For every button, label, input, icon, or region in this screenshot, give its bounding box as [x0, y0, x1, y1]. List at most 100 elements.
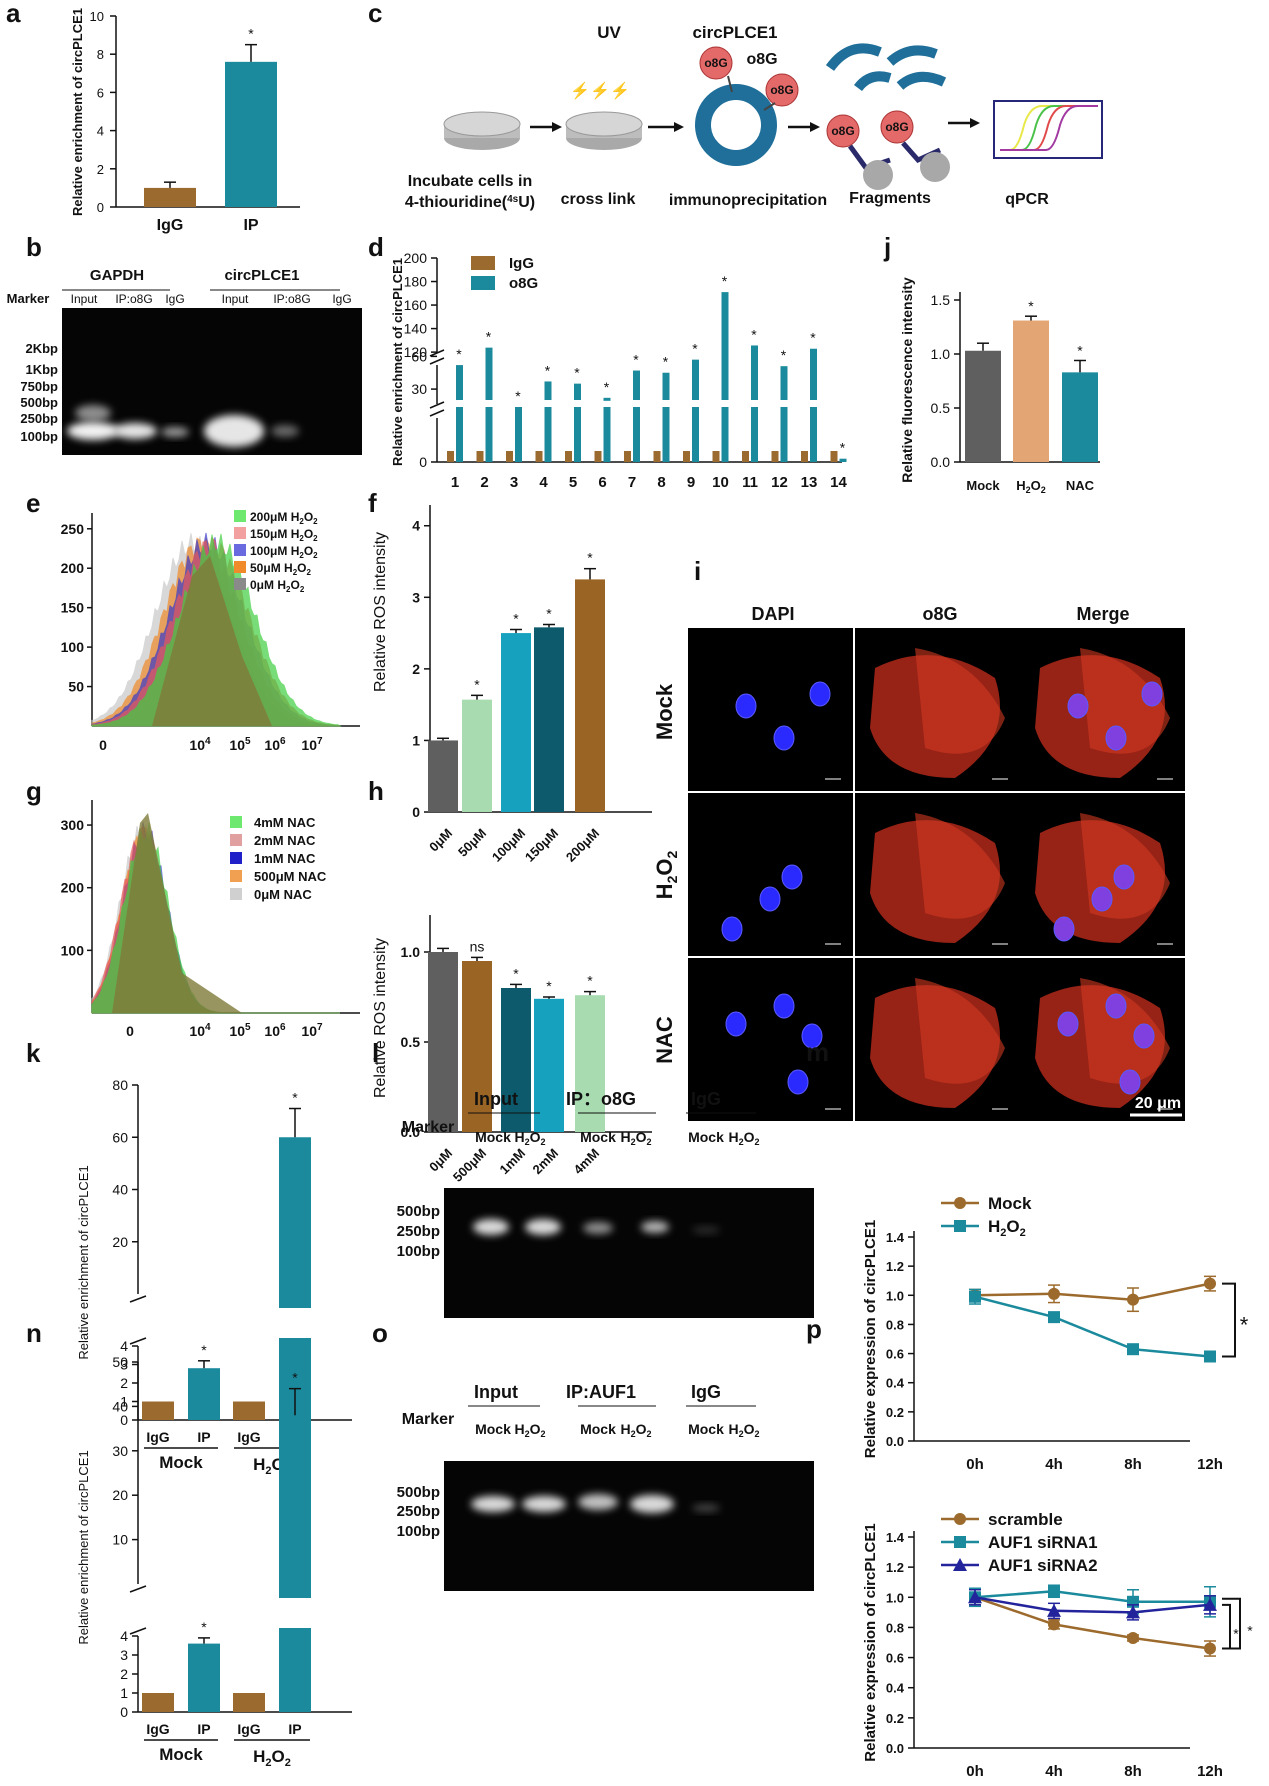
x-tick-label: 9 — [687, 474, 695, 491]
bar-o8g — [544, 381, 552, 400]
nucleus — [1105, 725, 1127, 751]
bar — [233, 1401, 265, 1420]
series-line — [974, 1295, 1211, 1358]
significance-label: * — [810, 330, 816, 346]
y-axis-label: Relative enrichment of circPLCE1 — [76, 1450, 91, 1644]
x-tick-label: 6 — [598, 474, 606, 491]
bar-igg — [683, 451, 690, 462]
sub: 2 — [664, 850, 680, 858]
lane-label-h2o2: H2O2 — [728, 1129, 759, 1147]
qpcr-curve — [1000, 105, 1098, 151]
bar-igg — [830, 451, 838, 462]
data-point — [1204, 1350, 1216, 1363]
y-tick-label: 0.4 — [886, 1376, 905, 1391]
ladder-label: 500bp — [20, 395, 58, 410]
y-tick-label: 2 — [412, 661, 420, 677]
nucleus — [809, 681, 831, 707]
part: 2 — [631, 1429, 636, 1439]
gel-band — [525, 1219, 561, 1235]
bar — [144, 187, 196, 207]
data-point — [1127, 1293, 1139, 1306]
gel-band — [67, 422, 119, 440]
legend-label: 100μM H2O2 — [250, 544, 318, 560]
part: O — [272, 1747, 285, 1766]
sub: 2 — [306, 568, 311, 577]
gel-group-label: IP：o8G — [566, 1089, 636, 1109]
part: 2 — [285, 1757, 291, 1769]
gel-group-label: GAPDH — [90, 267, 144, 284]
y-tick-label: 180 — [404, 274, 428, 290]
o8g-bead — [826, 114, 860, 148]
gel-band — [692, 1226, 720, 1234]
nucleus — [1057, 1011, 1079, 1037]
y-tick-label: 1.4 — [886, 1230, 905, 1245]
gel-group-label: Input — [474, 1089, 518, 1109]
panel-letter-a: a — [6, 0, 21, 28]
y-tick-label: 1 — [412, 732, 420, 748]
data-point — [1048, 1585, 1060, 1598]
y-tick-label: 30 — [112, 1443, 128, 1459]
legend-swatch — [234, 527, 246, 539]
cytoplasm-stain — [1080, 648, 1170, 754]
x-tick-label: 14 — [830, 474, 847, 491]
significance-label: * — [574, 365, 580, 381]
panel-letter-n: n — [26, 1318, 42, 1348]
bar-o8g — [751, 407, 758, 462]
data-point — [1126, 1605, 1140, 1619]
significance-label: * — [633, 352, 639, 368]
bar — [575, 579, 605, 812]
qpcr-curve — [1000, 105, 1098, 151]
y-tick-label: 60 — [411, 348, 427, 364]
axis-break — [429, 349, 445, 365]
ladder-label: 100bp — [397, 1523, 440, 1540]
legend-swatch — [234, 578, 246, 590]
ladder-label: 250bp — [397, 1223, 440, 1240]
uv-bolt-icon: ⚡⚡⚡ — [570, 81, 630, 100]
significance-label: * — [604, 379, 610, 395]
gel-group-label: IgG — [691, 1382, 721, 1402]
nucleus — [721, 916, 743, 942]
bar-igg — [506, 451, 513, 462]
lane-label: IP:o8G — [115, 292, 152, 306]
series-line — [974, 1596, 1211, 1614]
y-tick-label: 30 — [411, 381, 427, 397]
bar — [965, 350, 1001, 462]
legend-swatch — [234, 510, 246, 522]
lane-label: Input — [222, 292, 249, 306]
legend-label: 200μM H2O2 — [250, 510, 318, 526]
arrow-head — [970, 118, 980, 128]
cytoplasm-stain — [1080, 978, 1170, 1084]
nucleus — [1067, 693, 1089, 719]
bar — [501, 633, 531, 812]
x-tick-label: 13 — [801, 474, 818, 491]
step-label: qPCR — [1005, 191, 1049, 208]
significance-label: * — [513, 965, 519, 981]
legend-swatch — [230, 834, 242, 846]
dish — [565, 111, 643, 137]
legend-swatch-o8g — [471, 276, 495, 290]
y-tick-label: 1.2 — [886, 1560, 904, 1575]
y-tick-label: 0.2 — [886, 1405, 904, 1420]
bar-o8g — [721, 407, 729, 462]
uv-label: UV — [597, 23, 621, 42]
x-tick-label: H2O2 — [1016, 478, 1046, 495]
x-tick-label: 0h — [966, 1456, 984, 1473]
step-label: 4-thiouridine(4sU) — [405, 194, 535, 211]
part: O — [744, 1129, 755, 1145]
circ-label: circPLCE1 — [692, 23, 777, 42]
gel-band — [471, 1496, 515, 1512]
part: 2 — [631, 1137, 636, 1147]
nucleus — [781, 864, 803, 890]
bar — [462, 699, 492, 812]
part: 2 — [755, 1429, 760, 1439]
ladder-label: 100bp — [20, 429, 58, 444]
significance-label: * — [248, 26, 254, 42]
legend-label: AUF1 siRNA1 — [988, 1533, 1098, 1552]
x-tick-label: 105 — [229, 736, 251, 753]
fragment — [825, 43, 882, 72]
x-tick-label: 11 — [742, 474, 758, 491]
y-tick-label: 0.8 — [886, 1620, 904, 1635]
bar — [428, 740, 458, 812]
x-tick-label: 50μM — [455, 826, 489, 860]
x-tick-label: 0μM — [426, 1146, 455, 1175]
